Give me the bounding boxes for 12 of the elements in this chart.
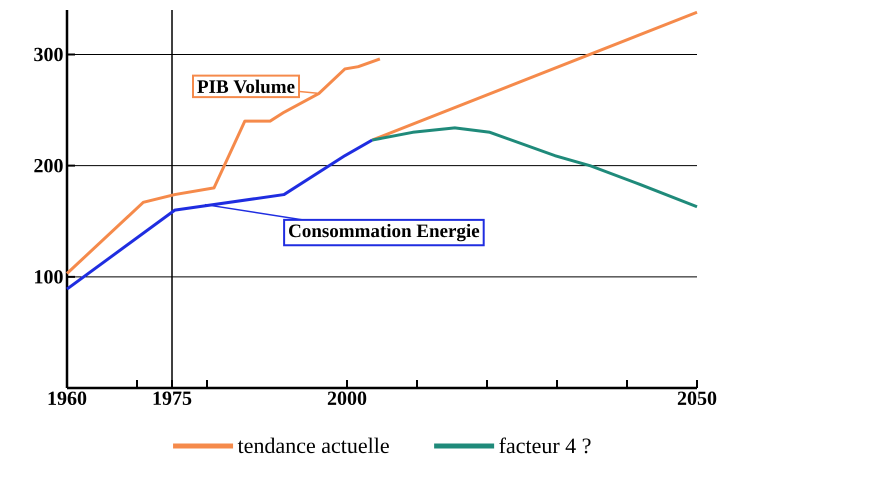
x-tick-label: 2000 (328, 392, 366, 406)
annotation: Consommation Energie (289, 224, 480, 242)
x-tick-label: 1960 (48, 392, 86, 406)
y-tick-label: 200 (34, 158, 63, 172)
x-tick-label: 2050 (678, 392, 716, 406)
x-tick-label: 1975 (154, 392, 192, 405)
y-tick-label: 300 (34, 48, 63, 62)
legend-label: tendance actuelle (238, 438, 389, 454)
line-series (370, 126, 699, 208)
legend-label: facteur 4 ? (499, 438, 591, 454)
y-tick-label: 100 (35, 270, 63, 284)
annotation: PIB Volume (197, 80, 295, 94)
